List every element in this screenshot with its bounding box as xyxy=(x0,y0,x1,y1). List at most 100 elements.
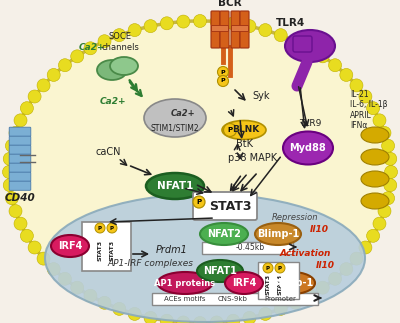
Text: Myd88: Myd88 xyxy=(290,143,326,153)
Ellipse shape xyxy=(269,272,315,294)
Circle shape xyxy=(259,24,272,36)
Circle shape xyxy=(382,192,394,205)
Circle shape xyxy=(14,114,27,127)
Text: NFAT2: NFAT2 xyxy=(207,229,241,239)
FancyBboxPatch shape xyxy=(293,36,312,52)
Circle shape xyxy=(84,289,97,302)
Circle shape xyxy=(113,29,126,42)
Circle shape xyxy=(2,165,16,179)
Ellipse shape xyxy=(97,60,127,80)
Circle shape xyxy=(58,272,72,285)
Circle shape xyxy=(384,152,397,165)
Circle shape xyxy=(359,241,372,254)
Text: STAT3: STAT3 xyxy=(110,239,114,261)
Ellipse shape xyxy=(45,194,365,322)
Circle shape xyxy=(177,316,190,323)
Circle shape xyxy=(160,314,173,323)
Text: P: P xyxy=(196,199,202,205)
Circle shape xyxy=(316,50,329,63)
Circle shape xyxy=(47,263,60,276)
FancyBboxPatch shape xyxy=(152,293,318,305)
FancyBboxPatch shape xyxy=(9,181,31,190)
Ellipse shape xyxy=(361,171,389,187)
Circle shape xyxy=(289,296,302,309)
Circle shape xyxy=(71,281,84,294)
Text: Blimp-1: Blimp-1 xyxy=(271,278,313,288)
Text: BCR: BCR xyxy=(218,0,242,8)
Circle shape xyxy=(367,229,380,242)
FancyBboxPatch shape xyxy=(212,26,228,32)
Circle shape xyxy=(373,217,386,230)
Circle shape xyxy=(47,68,60,81)
Circle shape xyxy=(6,139,18,152)
Circle shape xyxy=(28,90,41,103)
Circle shape xyxy=(37,252,50,265)
Circle shape xyxy=(144,20,157,33)
Ellipse shape xyxy=(255,223,301,245)
Ellipse shape xyxy=(144,99,206,137)
Text: NFAT1: NFAT1 xyxy=(157,181,193,191)
Circle shape xyxy=(274,302,287,315)
Text: -0.45kb: -0.45kb xyxy=(236,244,264,253)
Text: Il10: Il10 xyxy=(310,225,329,234)
Circle shape xyxy=(128,307,141,320)
Circle shape xyxy=(227,17,240,30)
Text: AP1-IRF complexes: AP1-IRF complexes xyxy=(107,259,193,268)
Text: P: P xyxy=(98,225,102,231)
Text: ACEs motifs: ACEs motifs xyxy=(164,296,206,302)
Circle shape xyxy=(20,229,33,242)
Circle shape xyxy=(340,68,353,81)
Ellipse shape xyxy=(110,57,138,75)
Ellipse shape xyxy=(200,223,248,245)
FancyBboxPatch shape xyxy=(9,136,31,145)
Circle shape xyxy=(378,204,391,218)
Text: P: P xyxy=(228,127,232,133)
FancyBboxPatch shape xyxy=(9,172,31,181)
Text: P: P xyxy=(110,225,114,231)
Text: Ca2+: Ca2+ xyxy=(171,109,195,119)
Text: SOCE
channels: SOCE channels xyxy=(101,32,139,52)
Ellipse shape xyxy=(158,272,212,294)
Text: BLNK: BLNK xyxy=(232,126,260,134)
FancyBboxPatch shape xyxy=(82,222,130,270)
Circle shape xyxy=(37,79,50,92)
Circle shape xyxy=(289,35,302,48)
Circle shape xyxy=(6,192,18,205)
Circle shape xyxy=(350,79,363,92)
Circle shape xyxy=(9,204,22,218)
Circle shape xyxy=(14,217,27,230)
FancyBboxPatch shape xyxy=(232,26,248,32)
Circle shape xyxy=(9,126,22,140)
Text: STAT3: STAT3 xyxy=(266,274,270,295)
Text: STAT3: STAT3 xyxy=(278,274,282,295)
Text: IRF4: IRF4 xyxy=(232,278,256,288)
FancyBboxPatch shape xyxy=(240,11,249,48)
Text: IRF4: IRF4 xyxy=(58,241,82,251)
Circle shape xyxy=(194,15,206,27)
Circle shape xyxy=(128,24,141,36)
Text: NFAT1: NFAT1 xyxy=(203,266,237,276)
FancyBboxPatch shape xyxy=(231,11,240,48)
Circle shape xyxy=(303,42,316,55)
Text: STAT3: STAT3 xyxy=(98,239,102,261)
Circle shape xyxy=(58,59,72,72)
Circle shape xyxy=(194,317,206,323)
Circle shape xyxy=(328,272,342,285)
Text: Il10: Il10 xyxy=(316,262,335,270)
Circle shape xyxy=(3,179,16,192)
FancyBboxPatch shape xyxy=(211,11,220,48)
Circle shape xyxy=(263,263,273,273)
Circle shape xyxy=(384,165,398,179)
Circle shape xyxy=(71,50,84,63)
Text: BtK: BtK xyxy=(236,139,253,149)
Circle shape xyxy=(367,102,380,115)
Circle shape xyxy=(378,126,391,140)
Circle shape xyxy=(259,307,272,320)
Circle shape xyxy=(193,196,205,208)
Text: CNS-9kb: CNS-9kb xyxy=(218,296,248,302)
Circle shape xyxy=(107,223,117,233)
Text: IL-21
IL-6, IL-1β
APRIL
IFNα: IL-21 IL-6, IL-1β APRIL IFNα xyxy=(350,90,388,130)
Circle shape xyxy=(28,241,41,254)
Ellipse shape xyxy=(285,30,335,62)
FancyBboxPatch shape xyxy=(193,192,257,220)
